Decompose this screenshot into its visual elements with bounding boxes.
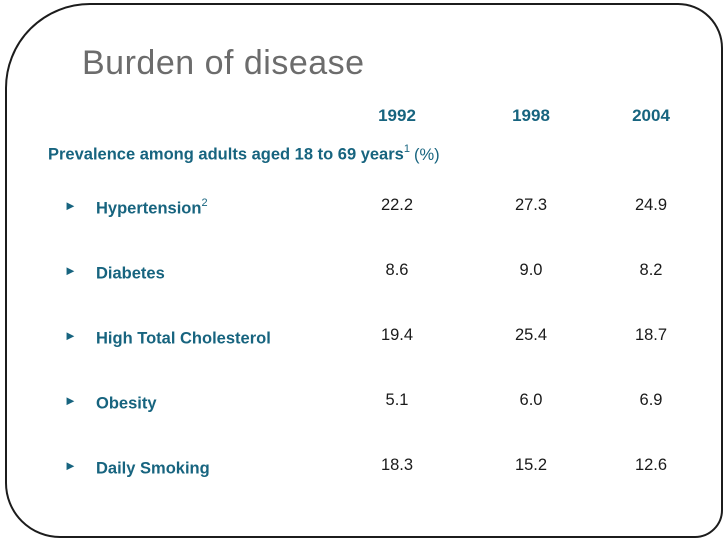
bullet-triangle-icon: ► [64,458,77,474]
row-label: Diabetes [96,259,165,284]
bullet-triangle-icon: ► [64,393,77,409]
value-2004: 8.2 [639,261,663,279]
slide-border-frame [5,3,723,538]
table-body: ► Hypertension2 22.2 27.3 24.9 ► Diabete… [64,194,704,519]
column-header-2004: 2004 [632,106,670,125]
table-caption-footnote-marker: 1 [403,143,410,155]
row-label-text: Obesity [96,394,157,413]
row-label: High Total Cholesterol [96,324,271,349]
table-caption: Prevalence among adults aged 18 to 69 ye… [48,143,440,165]
value-2004: 18.7 [634,326,668,344]
column-header-1998: 1998 [512,106,550,125]
row-label-text: Diabetes [96,264,165,283]
row-label-text: High Total Cholesterol [96,329,271,348]
row-label: Hypertension2 [96,194,208,219]
row-label-cell: ► High Total Cholesterol [64,324,330,349]
year-header-row: 1992 1998 2004 [64,106,704,126]
row-label-text: Hypertension [96,199,202,218]
row-label-cell: ► Hypertension2 [64,194,330,219]
value-1998: 27.3 [514,196,548,214]
value-2004: 12.6 [634,456,668,474]
value-1998: 9.0 [519,261,543,279]
value-2004: 24.9 [634,196,668,214]
value-1992: 19.4 [380,326,414,344]
value-1998: 6.0 [519,391,543,409]
table-row-hypertension: ► Hypertension2 22.2 27.3 24.9 [64,194,704,259]
bullet-triangle-icon: ► [64,263,77,279]
row-footnote-marker: 2 [201,197,208,209]
value-1992: 18.3 [380,456,414,474]
row-label-text: Daily Smoking [96,459,210,478]
table-caption-unit: (%) [413,145,440,164]
value-1998: 15.2 [514,456,548,474]
value-1992: 8.6 [385,261,409,279]
row-label-cell: ► Obesity [64,389,330,414]
table-row-high-total-cholesterol: ► High Total Cholesterol 19.4 25.4 18.7 [64,324,704,389]
slide-title: Burden of disease [82,44,365,82]
value-1998: 25.4 [514,326,548,344]
table-row-obesity: ► Obesity 5.1 6.0 6.9 [64,389,704,454]
row-label: Daily Smoking [96,454,210,479]
value-1992: 22.2 [380,196,414,214]
table-row-diabetes: ► Diabetes 8.6 9.0 8.2 [64,259,704,324]
row-label-cell: ► Diabetes [64,259,330,284]
row-label-cell: ► Daily Smoking [64,454,330,479]
bullet-triangle-icon: ► [64,198,77,214]
value-2004: 6.9 [639,391,663,409]
table-row-daily-smoking: ► Daily Smoking 18.3 15.2 12.6 [64,454,704,519]
bullet-triangle-icon: ► [64,328,77,344]
table-caption-text: Prevalence among adults aged 18 to 69 ye… [48,145,404,164]
column-header-1992: 1992 [378,106,416,125]
row-label: Obesity [96,389,157,414]
value-1992: 5.1 [385,391,409,409]
